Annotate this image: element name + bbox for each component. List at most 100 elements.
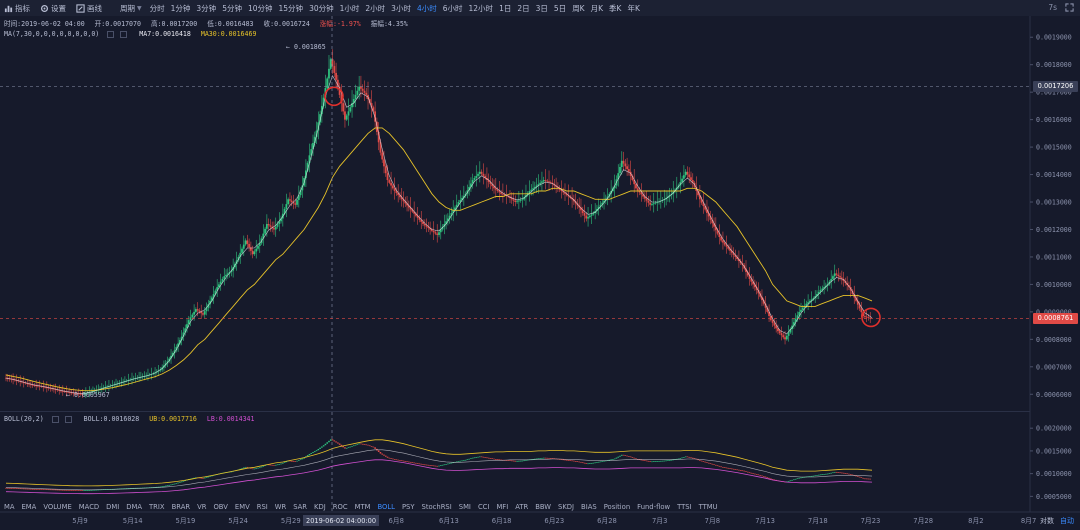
period-12[interactable]: 12小时 xyxy=(468,3,494,13)
indicator-tab-trix[interactable]: TRIX xyxy=(149,503,165,511)
boll-candle xyxy=(294,461,297,462)
indicator-tab-ma[interactable]: MA xyxy=(4,503,15,511)
boll-candle xyxy=(203,477,206,479)
boll-candle xyxy=(860,477,863,478)
indicator-tab-mtm[interactable]: MTM xyxy=(354,503,371,511)
boll-candle xyxy=(363,444,366,445)
period-18[interactable]: 月K xyxy=(590,3,604,13)
candle-body xyxy=(805,303,808,306)
boll-candle xyxy=(461,460,463,462)
boll-candle xyxy=(246,466,249,468)
period-19[interactable]: 季K xyxy=(609,3,622,13)
candle-body xyxy=(342,103,345,112)
candle-body xyxy=(255,248,258,252)
period-8[interactable]: 2小时 xyxy=(365,3,386,13)
boll-candle xyxy=(331,439,334,441)
indicator-tab-bias[interactable]: BIAS xyxy=(581,503,597,511)
auto-toggle[interactable]: 自动 xyxy=(1060,517,1074,525)
draw-button[interactable]: 画线 xyxy=(76,3,102,14)
period-1[interactable]: 1分钟 xyxy=(170,3,191,13)
period-0[interactable]: 分时 xyxy=(149,3,165,13)
indicator-tab-position[interactable]: Position xyxy=(603,503,631,511)
candle-body xyxy=(752,281,755,285)
boll-candle xyxy=(583,462,586,464)
period-7[interactable]: 1小时 xyxy=(339,3,360,13)
period-6[interactable]: 30分钟 xyxy=(309,3,334,13)
indicator-tab-mfi[interactable]: MFI xyxy=(496,503,509,511)
indicator-tab-fund-flow[interactable]: Fund-flow xyxy=(637,503,671,511)
time-axis-tick-label: 6月8 xyxy=(388,517,403,525)
indicator-tab-emv[interactable]: EMV xyxy=(234,503,250,511)
indicator-tab-bbw[interactable]: BBW xyxy=(535,503,552,511)
period-14[interactable]: 2日 xyxy=(517,3,530,13)
boll-candle xyxy=(631,457,634,458)
boll-close-icon[interactable] xyxy=(64,415,72,423)
chevron-down-icon[interactable]: ▼ xyxy=(137,4,142,12)
indicator-tab-kdj[interactable]: KDJ xyxy=(314,503,326,511)
boll-candle xyxy=(447,463,449,465)
indicator-tab-brar[interactable]: BRAR xyxy=(171,503,191,511)
candle-body xyxy=(753,284,756,288)
period-2[interactable]: 3分钟 xyxy=(196,3,217,13)
period-16[interactable]: 5日 xyxy=(553,3,567,13)
candle-body xyxy=(627,169,630,172)
indicator-tab-ttmu[interactable]: TTMU xyxy=(698,503,718,511)
period-20[interactable]: 年K xyxy=(627,3,640,13)
indicator-tab-dmi[interactable]: DMI xyxy=(106,503,120,511)
candle-body xyxy=(794,318,797,323)
indicator-tab-cci[interactable]: CCI xyxy=(477,503,490,511)
indicator-tab-ttsi[interactable]: TTSI xyxy=(677,503,692,511)
indicator-tab-roc[interactable]: ROC xyxy=(332,503,348,511)
indicator-tab-obv[interactable]: OBV xyxy=(213,503,228,511)
candle-body xyxy=(76,393,78,395)
candle-body xyxy=(778,331,781,334)
period-3[interactable]: 5分钟 xyxy=(222,3,242,13)
indicator-tab-atr[interactable]: ATR xyxy=(515,503,529,511)
settings-button[interactable]: 设置 xyxy=(40,3,66,14)
indicator-tab-wr[interactable]: WR xyxy=(274,503,287,511)
ma-close-icon[interactable] xyxy=(120,30,128,38)
indicator-tab-psy[interactable]: PSY xyxy=(401,503,415,511)
candle-body xyxy=(79,393,82,395)
indicator-tab-boll[interactable]: BOLL xyxy=(377,503,395,511)
log-toggle[interactable]: 对数 xyxy=(1040,517,1054,525)
candle-body xyxy=(365,92,368,95)
period-10[interactable]: 4小时 xyxy=(416,3,437,13)
candle-body xyxy=(730,250,733,253)
period-15[interactable]: 3日 xyxy=(535,3,548,13)
candle-body xyxy=(38,385,41,387)
period-9[interactable]: 3小时 xyxy=(391,3,411,13)
period-17[interactable]: 周K xyxy=(572,3,585,13)
indicator-tab-stochrsi[interactable]: StochRSI xyxy=(421,503,452,511)
indicator-tab-rsi[interactable]: RSI xyxy=(256,503,268,511)
pane-divider[interactable] xyxy=(0,411,1030,412)
refresh-interval[interactable]: 7s xyxy=(1048,3,1057,12)
boll-candle xyxy=(15,488,18,489)
indicator-tab-ema[interactable]: EMA xyxy=(21,503,37,511)
indicator-tab-macd[interactable]: MACD xyxy=(78,503,100,511)
boll-candle xyxy=(35,489,37,490)
period-11[interactable]: 6小时 xyxy=(442,3,463,13)
candle-body xyxy=(732,252,735,255)
period-13[interactable]: 1日 xyxy=(499,3,512,13)
boll-value: BOLL:0.0016028 xyxy=(83,415,140,423)
candle-body xyxy=(700,199,703,203)
indicator-tab-dma[interactable]: DMA xyxy=(126,503,143,511)
indicator-tab-sar[interactable]: SAR xyxy=(293,503,308,511)
indicator-tab-vr[interactable]: VR xyxy=(197,503,207,511)
ma-settings-icon[interactable] xyxy=(107,30,115,38)
indicator-tab-volume[interactable]: VOLUME xyxy=(43,503,72,511)
indicator-tab-smi[interactable]: SMI xyxy=(458,503,471,511)
indicator-tab-skdj[interactable]: SKDJ xyxy=(558,503,575,511)
boll-settings-icon[interactable] xyxy=(51,415,59,423)
boll-candle xyxy=(615,457,618,459)
indicator-button[interactable]: 指标 xyxy=(4,3,30,14)
fullscreen-icon[interactable] xyxy=(1065,3,1074,12)
candle-body xyxy=(287,199,290,205)
candle-body xyxy=(338,86,341,95)
period-4[interactable]: 10分钟 xyxy=(247,3,273,13)
boll-candle xyxy=(587,463,589,465)
period-5[interactable]: 15分钟 xyxy=(278,3,304,13)
candle-body xyxy=(29,384,32,386)
